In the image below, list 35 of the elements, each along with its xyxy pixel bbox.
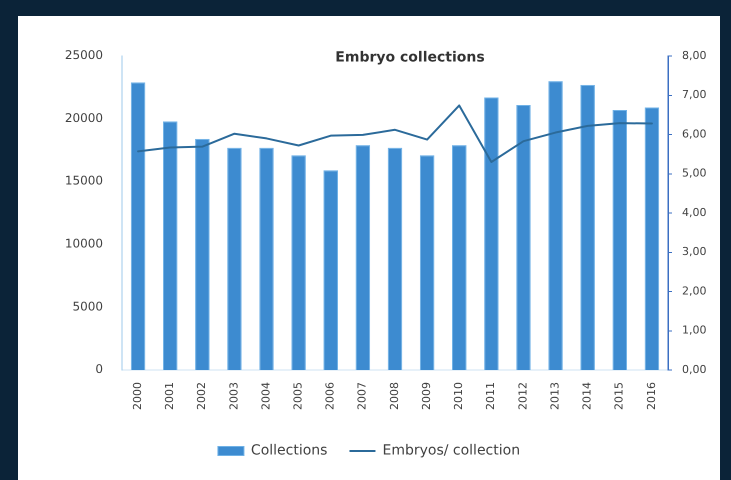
- x-tick-label: 2007: [356, 382, 369, 410]
- x-tick-label: 2009: [420, 382, 433, 410]
- y-tick-label: 20000: [64, 110, 103, 125]
- x-tick-label: 2002: [195, 382, 208, 410]
- x-tick-label: 2011: [484, 382, 498, 410]
- y-tick-label: 0: [95, 362, 103, 376]
- x-tick-label: 2012: [516, 382, 530, 410]
- chart-title: Embryo collections: [335, 50, 485, 66]
- y2-tick-label: 2,00: [682, 284, 706, 298]
- x-tick-label: 2001: [163, 382, 176, 410]
- y2-tick-label: 4,00: [682, 206, 706, 219]
- y2-tick-label: 7,00: [682, 88, 706, 102]
- x-tick-label: 2013: [548, 382, 562, 410]
- y-tick-label: 15000: [64, 174, 103, 188]
- x-tick-label: 2010: [452, 382, 466, 410]
- legend-label: Embryos/ collection: [382, 442, 520, 459]
- y-tick-label: 25000: [64, 48, 103, 62]
- x-tick-label: 2005: [292, 382, 305, 410]
- x-tick-label: 2004: [259, 382, 272, 410]
- x-tick-label: 2016: [644, 382, 658, 410]
- x-tick-label: 2000: [130, 382, 144, 410]
- y2-tick-label: 0,00: [682, 362, 706, 376]
- x-tick-label: 2014: [580, 382, 594, 410]
- y2-tick-label: 6,00: [682, 127, 706, 140]
- y-tick-label: 5000: [72, 299, 103, 314]
- x-tick-label: 2006: [324, 382, 337, 410]
- x-tick-label: 2008: [388, 382, 401, 410]
- y2-tick-label: 8,00: [682, 48, 706, 62]
- x-tick-label: 2015: [612, 382, 626, 410]
- y2-tick-label: 3,00: [682, 245, 706, 258]
- y2-tick-label: 1,00: [682, 324, 706, 337]
- x-tick-label: 2003: [227, 382, 240, 410]
- y2-tick-label: 5,00: [682, 166, 706, 180]
- legend-label: Collections: [250, 442, 328, 459]
- y-tick-label: 10000: [64, 236, 103, 251]
